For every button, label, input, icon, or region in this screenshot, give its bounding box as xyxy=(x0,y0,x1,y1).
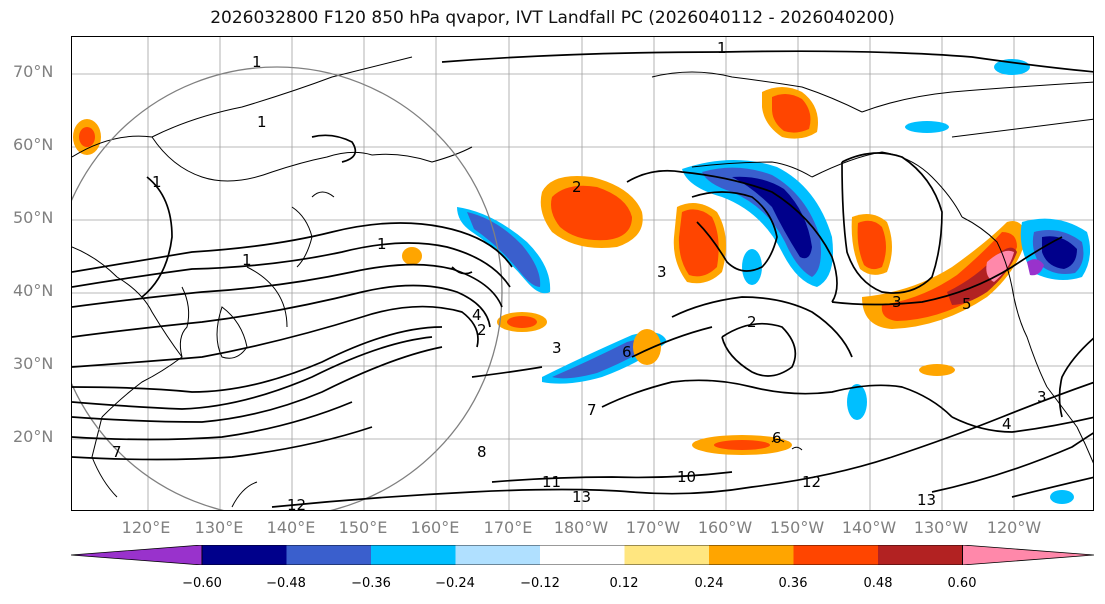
contour-label: 3 xyxy=(1037,388,1047,406)
contour-label: 3 xyxy=(892,293,902,311)
lat-label-40: 40°N xyxy=(13,281,54,300)
colorbar-bin xyxy=(286,545,371,565)
contour-label: 12 xyxy=(802,473,821,491)
contour-label: 12 xyxy=(287,496,306,511)
contour-label: 7 xyxy=(112,443,122,461)
contour-label: 5 xyxy=(962,295,972,313)
colorbar-bin xyxy=(202,545,287,565)
lat-label-20: 20°N xyxy=(13,427,54,446)
colorbar xyxy=(71,545,1094,565)
colorbar-tick-label: 0.24 xyxy=(694,576,724,591)
colorbar-tick-label: 0.12 xyxy=(609,576,639,591)
lon-label-120w: 120°W xyxy=(986,518,1042,537)
colorbar-tick-label: −0.24 xyxy=(435,576,475,591)
colorbar-bin xyxy=(624,545,709,565)
colorbar-bin xyxy=(793,545,878,565)
contour-label: 11 xyxy=(542,473,561,491)
colorbar-tick-label: −0.48 xyxy=(266,576,306,591)
colorbar-bin xyxy=(540,545,625,565)
lon-label-140w: 140°W xyxy=(841,518,897,537)
lon-label-170e: 170°E xyxy=(483,518,533,537)
colorbar-extend-low xyxy=(71,545,203,565)
contour-label: 3 xyxy=(552,339,562,357)
colorbar-tick-label: −0.36 xyxy=(351,576,391,591)
contour-label: 1 xyxy=(257,113,267,131)
colorbar-bin xyxy=(455,545,540,565)
lon-label-160w: 160°W xyxy=(697,518,753,537)
ivt-contours xyxy=(72,50,1093,508)
qvapor-anomaly-fill xyxy=(73,59,1091,504)
colorbar-tick-label: 0.48 xyxy=(863,576,893,591)
map-panel: 1 1 1 1 1 1 2 2 3 3 3 4 5 6 6 7 7 8 10 1… xyxy=(71,36,1094,511)
contour-label: 2 xyxy=(747,313,757,331)
coastlines xyxy=(72,56,1093,508)
lon-label-160e: 160°E xyxy=(410,518,460,537)
contour-label: 2 xyxy=(572,178,582,196)
lon-label-130e: 130°E xyxy=(194,518,244,537)
contour-label: 6 xyxy=(622,343,632,361)
colorbar-tick-label: 0.36 xyxy=(778,576,808,591)
contour-label: 6 xyxy=(772,429,782,447)
map-canvas: 1 1 1 1 1 1 2 2 3 3 3 4 5 6 6 7 7 8 10 1… xyxy=(72,37,1093,511)
contour-label: 1 xyxy=(152,173,162,191)
contour-label: 10 xyxy=(677,468,696,486)
colorbar-tick-label: 0.60 xyxy=(947,576,977,591)
contour-label: 7 xyxy=(587,401,597,419)
lon-label-150e: 150°E xyxy=(338,518,388,537)
contour-label: 8 xyxy=(477,443,487,461)
colorbar-extend-high xyxy=(962,545,1094,565)
lat-label-50: 50°N xyxy=(13,208,54,227)
lat-label-60: 60°N xyxy=(13,135,54,154)
colorbar-tick-label: −0.60 xyxy=(182,576,222,591)
contour-label: 1 xyxy=(717,39,727,57)
contour-labels: 1 1 1 1 1 1 2 2 3 3 3 4 5 6 6 7 7 8 10 1… xyxy=(112,39,1047,511)
contour-label: 2 xyxy=(477,321,487,339)
colorbar-bin xyxy=(878,545,963,565)
contour-label: 3 xyxy=(657,263,667,281)
colorbar-tick-label: −0.12 xyxy=(520,576,560,591)
lon-label-180w: 180°W xyxy=(553,518,609,537)
lon-label-150w: 150°W xyxy=(769,518,825,537)
colorbar-bin xyxy=(709,545,794,565)
contour-label: 1 xyxy=(377,235,387,253)
colorbar-bin xyxy=(371,545,456,565)
lon-label-120e: 120°E xyxy=(121,518,171,537)
lon-label-130w: 130°W xyxy=(913,518,969,537)
contour-label: 13 xyxy=(572,488,591,506)
contour-label: 4 xyxy=(1002,415,1012,433)
contour-label: 1 xyxy=(252,53,262,71)
landfall-radius-circle xyxy=(72,66,503,510)
lat-label-30: 30°N xyxy=(13,354,54,373)
map-title: 2026032800 F120 850 hPa qvapor, IVT Land… xyxy=(210,8,895,28)
contour-label: 1 xyxy=(242,251,252,269)
lon-label-170w: 170°W xyxy=(625,518,681,537)
lat-label-70: 70°N xyxy=(13,62,54,81)
contour-label: 13 xyxy=(917,491,936,509)
contour-label: 4 xyxy=(472,306,482,324)
lon-label-140e: 140°E xyxy=(266,518,316,537)
